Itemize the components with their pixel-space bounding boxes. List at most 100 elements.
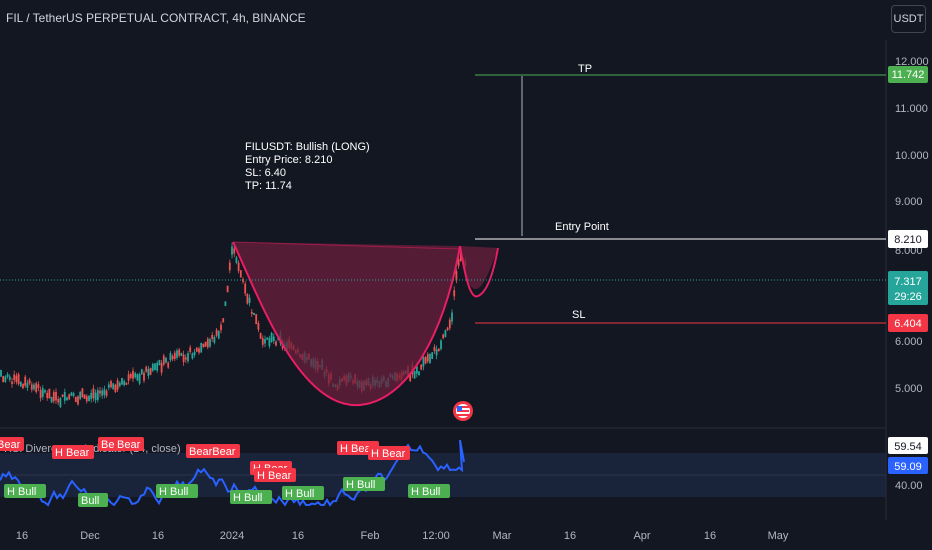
candle-body <box>99 390 101 394</box>
trade-note[interactable]: FILUSDT: Bullish (LONG) Entry Price: 8.2… <box>245 141 370 192</box>
candle-body <box>233 248 236 254</box>
cup-pattern-fill[interactable] <box>233 242 498 406</box>
candle-body <box>165 357 167 363</box>
candle-body <box>88 395 90 402</box>
candle-body <box>264 339 266 344</box>
candle-body <box>244 283 247 294</box>
rsi-value-b: 59.09 <box>894 461 922 473</box>
candle-body <box>37 384 40 389</box>
candle-body <box>409 373 412 381</box>
currency-button[interactable]: USDT <box>891 5 926 33</box>
time-tick: Feb <box>361 530 380 542</box>
entry-price-tag: 8.210 <box>888 230 928 248</box>
candle-body <box>228 262 231 271</box>
tp-price-tag: 11.742 <box>888 66 928 83</box>
candle-body <box>200 342 203 353</box>
candle-body <box>33 384 35 390</box>
candle-body <box>4 376 7 382</box>
bull-label-bg <box>408 484 450 498</box>
bar-countdown-text: 29:26 <box>894 291 922 303</box>
candle-body <box>136 374 139 381</box>
bull-label-bg <box>156 484 198 498</box>
candle-body <box>107 384 110 388</box>
candle-body <box>77 396 79 405</box>
candle-body <box>257 323 260 330</box>
time-axis[interactable]: 16 Dec 16 2024 16 Feb 12:00 Mar 16 Apr 1… <box>16 530 789 542</box>
rsi-value-a: 59.54 <box>894 441 922 453</box>
candle-body <box>61 394 64 397</box>
candle-body <box>420 364 423 370</box>
candle-body <box>158 360 161 366</box>
candle-body <box>103 389 106 395</box>
candle-body <box>41 388 44 397</box>
candle-body <box>114 384 117 393</box>
candle-body <box>8 376 11 380</box>
candle-body <box>202 343 205 348</box>
candle-body <box>239 270 242 278</box>
candle-body <box>226 285 229 293</box>
candle-body <box>160 363 163 373</box>
candle-body <box>187 353 189 362</box>
handle-curve[interactable] <box>459 245 499 298</box>
candle-body <box>209 339 211 347</box>
price-tick: 6.000 <box>895 336 923 348</box>
bear-label: H Bear <box>371 448 406 460</box>
candle-body <box>138 373 141 384</box>
bear-label-bg <box>114 437 144 451</box>
candle-body <box>169 353 172 361</box>
bear-label-bg <box>0 437 24 451</box>
candle-body <box>215 329 218 336</box>
candle-body <box>253 312 255 315</box>
candle-body <box>189 347 192 352</box>
candle-body <box>426 354 429 362</box>
candle-body <box>415 365 418 374</box>
candle-body <box>193 351 196 355</box>
candle-body <box>217 330 220 339</box>
time-tick: Dec <box>80 530 100 542</box>
sl-label: SL <box>572 309 585 321</box>
rsi-axis-tick: 40.00 <box>895 480 923 492</box>
candle-body <box>112 383 115 390</box>
price-axis[interactable]: 12.000 11.000 10.000 9.000 8.000 6.000 5… <box>895 56 929 395</box>
candle-body <box>52 392 55 402</box>
candle-body <box>127 374 130 381</box>
candle-body <box>0 370 2 377</box>
candle-body <box>246 294 249 304</box>
candle-body <box>451 312 453 322</box>
entry-label: Entry Point <box>555 221 609 233</box>
price-tick: 10.000 <box>895 150 929 162</box>
candle-body <box>171 355 174 360</box>
price-tick: 9.000 <box>895 196 923 208</box>
trade-note-line2: Entry Price: 8.210 <box>245 154 332 166</box>
candle-body <box>211 334 214 339</box>
candle-body <box>272 336 275 341</box>
candle-body <box>13 374 16 381</box>
bear-label-bg <box>52 445 94 459</box>
candle-body <box>90 393 93 400</box>
price-tick: 5.000 <box>895 383 923 395</box>
cup-curve[interactable] <box>232 241 461 407</box>
bull-label-bg <box>343 477 385 491</box>
us-flag-icon[interactable] <box>453 401 473 421</box>
candle-body <box>195 347 198 352</box>
bull-label: H Bull <box>159 486 188 498</box>
candle-body <box>48 388 51 399</box>
candle-body <box>204 341 207 347</box>
rsi-value-tag-b: 59.09 <box>888 457 928 474</box>
candle-body <box>59 398 62 408</box>
candle-body <box>206 338 209 348</box>
last-price-tag: 7.317 29:26 <box>888 271 928 305</box>
bear-label: H Bear <box>257 470 292 482</box>
trade-note-line1: FILUSDT: Bullish (LONG) <box>245 141 370 153</box>
candle-body <box>455 271 458 281</box>
candle-body <box>39 389 42 399</box>
candle-body <box>17 374 20 385</box>
candle-body <box>220 324 222 331</box>
last-price-text: 7.317 <box>894 276 922 288</box>
trade-note-line4: TP: 11.74 <box>245 180 292 192</box>
bull-label: Bull <box>81 495 99 507</box>
candle-body <box>24 376 27 386</box>
candle-body <box>250 311 253 315</box>
candle-body <box>46 392 49 399</box>
